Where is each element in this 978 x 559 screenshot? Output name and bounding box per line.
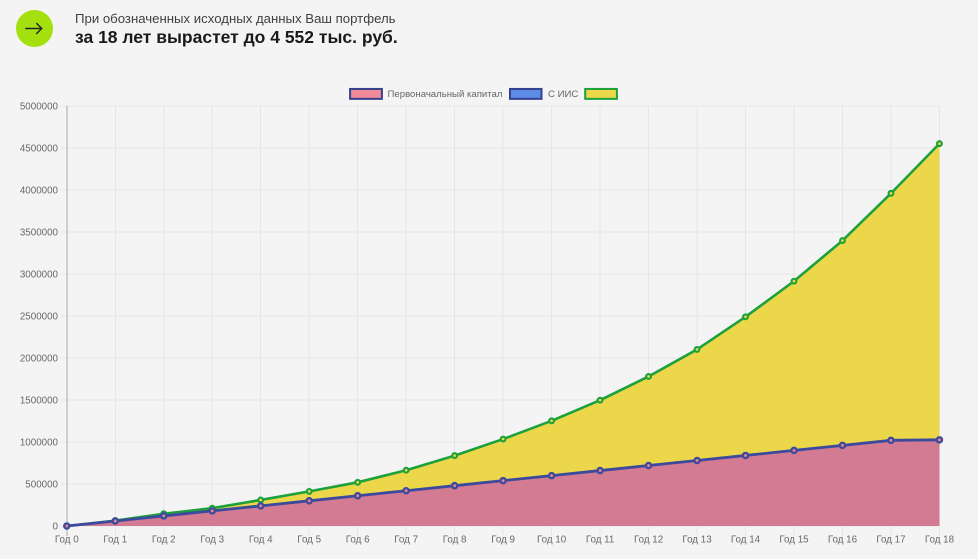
svg-text:4500000: 4500000 bbox=[20, 143, 59, 154]
svg-text:Год 0: Год 0 bbox=[55, 535, 79, 546]
svg-text:Год 8: Год 8 bbox=[443, 535, 467, 546]
svg-text:Год 5: Год 5 bbox=[297, 535, 321, 546]
svg-text:2000000: 2000000 bbox=[20, 353, 59, 364]
svg-text:Год 13: Год 13 bbox=[682, 535, 712, 546]
svg-text:Год 16: Год 16 bbox=[828, 535, 858, 546]
svg-text:Год 10: Год 10 bbox=[537, 535, 567, 546]
svg-text:Год 12: Год 12 bbox=[634, 535, 663, 546]
svg-text:1000000: 1000000 bbox=[20, 437, 59, 448]
svg-text:Год 17: Год 17 bbox=[876, 535, 905, 546]
svg-text:3000000: 3000000 bbox=[20, 269, 59, 280]
svg-text:2500000: 2500000 bbox=[20, 311, 59, 322]
svg-text:1500000: 1500000 bbox=[20, 395, 59, 406]
svg-text:Год 7: Год 7 bbox=[394, 535, 418, 546]
svg-text:Год 11: Год 11 bbox=[586, 535, 615, 546]
svg-text:Год 2: Год 2 bbox=[152, 535, 176, 546]
svg-text:500000: 500000 bbox=[25, 479, 58, 490]
svg-text:4000000: 4000000 bbox=[20, 185, 59, 196]
svg-text:Год 6: Год 6 bbox=[346, 535, 370, 546]
svg-text:Год 18: Год 18 bbox=[925, 535, 955, 546]
svg-text:Первоначальный капитал: Первоначальный капитал bbox=[388, 89, 503, 100]
svg-text:0: 0 bbox=[53, 521, 59, 532]
svg-text:Год 3: Год 3 bbox=[200, 535, 224, 546]
svg-text:5000000: 5000000 bbox=[20, 101, 59, 112]
svg-text:Год 4: Год 4 bbox=[249, 535, 273, 546]
svg-text:3500000: 3500000 bbox=[20, 227, 59, 238]
svg-text:С ИИС: С ИИС bbox=[548, 89, 578, 100]
svg-text:Год 1: Год 1 bbox=[103, 535, 127, 546]
svg-text:Год 9: Год 9 bbox=[491, 535, 515, 546]
svg-text:Год 14: Год 14 bbox=[731, 535, 761, 546]
svg-text:Год 15: Год 15 bbox=[779, 535, 809, 546]
